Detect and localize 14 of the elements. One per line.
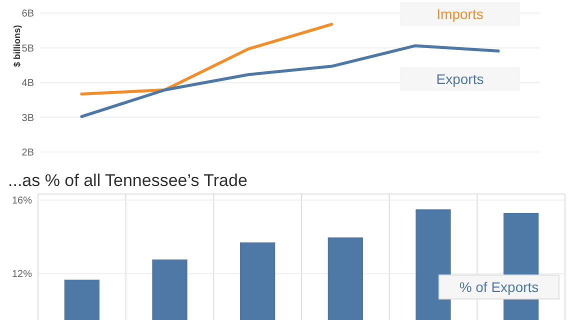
y-tick-label: 2B <box>22 148 34 158</box>
y-tick-label: 3B <box>22 112 34 124</box>
y-tick-label: 12% <box>12 269 32 280</box>
y-axis-title: $ billions) <box>12 24 22 68</box>
y-tick-label: 6B <box>22 8 34 20</box>
line-series <box>80 44 500 118</box>
line-series <box>80 22 334 96</box>
series-label: % of Exports <box>459 279 539 295</box>
chart-title: ...as % of all Tennessee’s Trade <box>8 171 248 190</box>
text: Imports <box>436 6 484 22</box>
y-tick-label: 16% <box>12 196 32 207</box>
y-tick-label: 5B <box>22 43 34 54</box>
series-label: Exports <box>436 71 484 88</box>
y-tick-label: 4B <box>22 78 34 90</box>
